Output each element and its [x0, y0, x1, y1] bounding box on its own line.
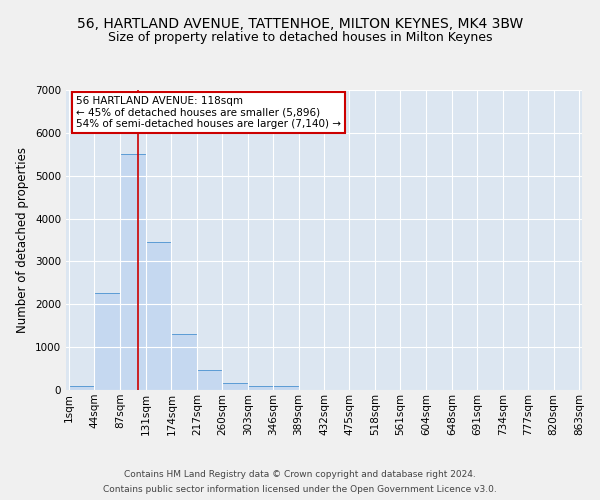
Text: 56 HARTLAND AVENUE: 118sqm
← 45% of detached houses are smaller (5,896)
54% of s: 56 HARTLAND AVENUE: 118sqm ← 45% of deta…: [76, 96, 341, 129]
Bar: [172, 334, 197, 390]
Y-axis label: Number of detached properties: Number of detached properties: [16, 147, 29, 333]
Bar: [222, 383, 248, 390]
Bar: [94, 292, 120, 390]
Text: 56, HARTLAND AVENUE, TATTENHOE, MILTON KEYNES, MK4 3BW: 56, HARTLAND AVENUE, TATTENHOE, MILTON K…: [77, 18, 523, 32]
Bar: [120, 154, 146, 390]
Bar: [197, 370, 222, 390]
Bar: [273, 386, 299, 390]
Bar: [146, 242, 172, 390]
Bar: [69, 386, 94, 390]
Text: Contains HM Land Registry data © Crown copyright and database right 2024.: Contains HM Land Registry data © Crown c…: [124, 470, 476, 479]
Text: Contains public sector information licensed under the Open Government Licence v3: Contains public sector information licen…: [103, 485, 497, 494]
Text: Size of property relative to detached houses in Milton Keynes: Size of property relative to detached ho…: [108, 31, 492, 44]
Bar: [248, 386, 273, 390]
